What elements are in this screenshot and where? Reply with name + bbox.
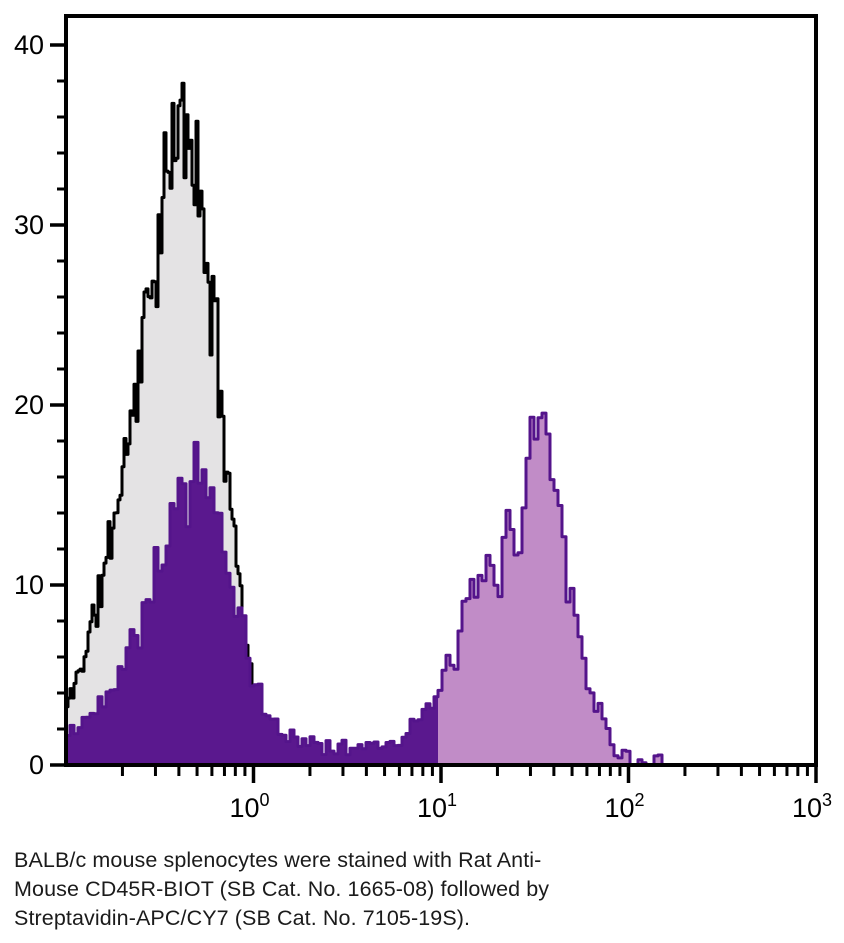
x-axis-tick-label: 103 — [792, 790, 832, 823]
flow-cytometry-figure: 0 10 20 30 40 100 101 102 103 — [14, 14, 832, 823]
x-axis-tick-label: 101 — [417, 790, 457, 823]
flow-cytometry-histogram: 0 10 20 30 40 100 101 102 103 — [14, 14, 832, 823]
CD45R-BIOT-streptavidin-APC-CY7-outline — [64, 411, 668, 767]
y-axis-tick-label: 40 — [14, 30, 44, 60]
unstained-control-fill — [66, 83, 304, 766]
y-axis-tick-label: 0 — [29, 750, 44, 780]
y-axis-tick-label: 10 — [14, 570, 44, 600]
CD45R-BIOT-streptavidin-APC-CY7-fill-dark — [66, 442, 438, 765]
caption-line: Streptavidin-APC/CY7 (SB Cat. No. 7105-1… — [14, 906, 471, 930]
x-axis-tick-label: 100 — [229, 790, 269, 823]
caption-line: Mouse CD45R-BIOT (SB Cat. No. 1665-08) f… — [14, 877, 550, 901]
figure-caption: BALB/c mouse splenocytes were stained wi… — [14, 846, 614, 933]
y-axis: 0 10 20 30 40 — [14, 30, 66, 780]
y-axis-tick-label: 30 — [14, 210, 44, 240]
plot-border — [64, 14, 818, 767]
CD45R-BIOT-streptavidin-APC-CY7-fill — [438, 413, 666, 765]
x-axis-tick-label: 102 — [604, 790, 644, 823]
x-axis: 100 101 102 103 — [120, 767, 832, 823]
caption-line: BALB/c mouse splenocytes were stained wi… — [14, 848, 542, 872]
y-axis-tick-label: 20 — [14, 390, 44, 420]
